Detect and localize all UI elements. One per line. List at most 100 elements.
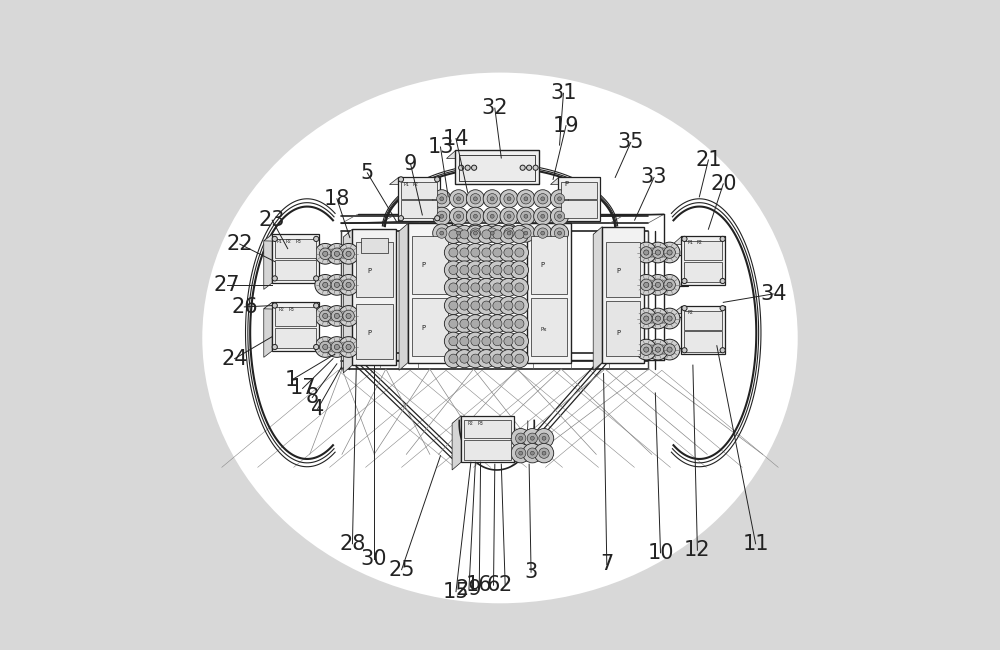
Circle shape: [323, 344, 328, 350]
Text: 33: 33: [641, 168, 667, 187]
Circle shape: [511, 428, 530, 448]
Circle shape: [449, 248, 458, 257]
Circle shape: [457, 197, 461, 201]
Circle shape: [470, 194, 481, 204]
Circle shape: [477, 315, 495, 333]
Circle shape: [444, 350, 462, 368]
Circle shape: [488, 226, 506, 244]
Circle shape: [682, 348, 687, 353]
Bar: [412, 236, 448, 294]
Circle shape: [455, 226, 473, 244]
Text: 16: 16: [466, 575, 493, 595]
Text: 4: 4: [311, 399, 324, 419]
Circle shape: [644, 316, 649, 321]
Circle shape: [471, 319, 480, 328]
Circle shape: [483, 190, 501, 208]
Circle shape: [449, 337, 458, 346]
Circle shape: [510, 226, 528, 244]
Bar: [464, 440, 511, 460]
Circle shape: [490, 231, 494, 235]
Circle shape: [511, 443, 530, 463]
Circle shape: [664, 313, 675, 324]
Circle shape: [471, 230, 480, 239]
Circle shape: [524, 214, 528, 218]
Circle shape: [655, 316, 661, 321]
Circle shape: [482, 230, 491, 239]
Polygon shape: [672, 306, 725, 313]
Circle shape: [655, 250, 661, 255]
Bar: [412, 298, 448, 356]
Text: 13: 13: [427, 137, 454, 157]
Circle shape: [477, 244, 495, 261]
Circle shape: [487, 211, 497, 222]
Circle shape: [444, 244, 462, 261]
Circle shape: [331, 279, 343, 291]
Circle shape: [530, 436, 534, 440]
Text: 2: 2: [499, 575, 512, 595]
Circle shape: [319, 310, 331, 322]
Circle shape: [720, 348, 725, 353]
Circle shape: [444, 315, 462, 333]
Bar: [455, 150, 539, 184]
Circle shape: [488, 278, 506, 296]
Circle shape: [550, 190, 569, 208]
Circle shape: [437, 194, 447, 204]
Circle shape: [331, 310, 343, 322]
Text: 31: 31: [550, 83, 577, 103]
Circle shape: [327, 244, 347, 264]
Circle shape: [538, 194, 548, 204]
Circle shape: [437, 211, 447, 222]
Circle shape: [515, 265, 524, 274]
Circle shape: [667, 316, 672, 321]
Circle shape: [636, 242, 657, 263]
Circle shape: [644, 347, 649, 352]
Circle shape: [346, 282, 351, 287]
Text: 26: 26: [231, 297, 258, 317]
Circle shape: [477, 261, 495, 279]
Circle shape: [435, 216, 440, 221]
Circle shape: [440, 231, 444, 235]
Circle shape: [314, 237, 319, 242]
Circle shape: [524, 231, 528, 235]
Text: P2: P2: [286, 239, 292, 244]
Bar: [356, 242, 393, 297]
Bar: [461, 415, 514, 462]
Polygon shape: [399, 224, 408, 370]
Text: 32: 32: [482, 98, 508, 118]
Bar: [684, 331, 722, 352]
Circle shape: [449, 301, 458, 310]
Bar: [602, 227, 644, 363]
Circle shape: [534, 428, 554, 448]
Circle shape: [477, 332, 495, 350]
Circle shape: [493, 230, 502, 239]
Circle shape: [493, 283, 502, 292]
Circle shape: [323, 282, 328, 287]
Circle shape: [530, 451, 534, 455]
Circle shape: [460, 248, 469, 257]
Text: P3: P3: [295, 239, 301, 244]
Circle shape: [319, 341, 331, 353]
Bar: [272, 235, 319, 283]
Circle shape: [664, 344, 675, 356]
Circle shape: [327, 337, 347, 358]
Text: 23: 23: [259, 210, 285, 230]
Circle shape: [482, 248, 491, 257]
Circle shape: [334, 313, 339, 318]
Circle shape: [499, 315, 517, 333]
Circle shape: [527, 165, 532, 170]
Circle shape: [272, 344, 277, 350]
Circle shape: [477, 278, 495, 296]
Circle shape: [455, 332, 473, 350]
Text: P: P: [421, 324, 425, 331]
Circle shape: [534, 207, 552, 226]
Circle shape: [482, 301, 491, 310]
Circle shape: [554, 194, 565, 204]
Bar: [464, 420, 511, 438]
Circle shape: [499, 244, 517, 261]
Circle shape: [510, 296, 528, 315]
Circle shape: [466, 278, 484, 296]
Circle shape: [440, 214, 444, 218]
Circle shape: [473, 214, 477, 218]
Circle shape: [499, 350, 517, 368]
Circle shape: [538, 211, 548, 222]
